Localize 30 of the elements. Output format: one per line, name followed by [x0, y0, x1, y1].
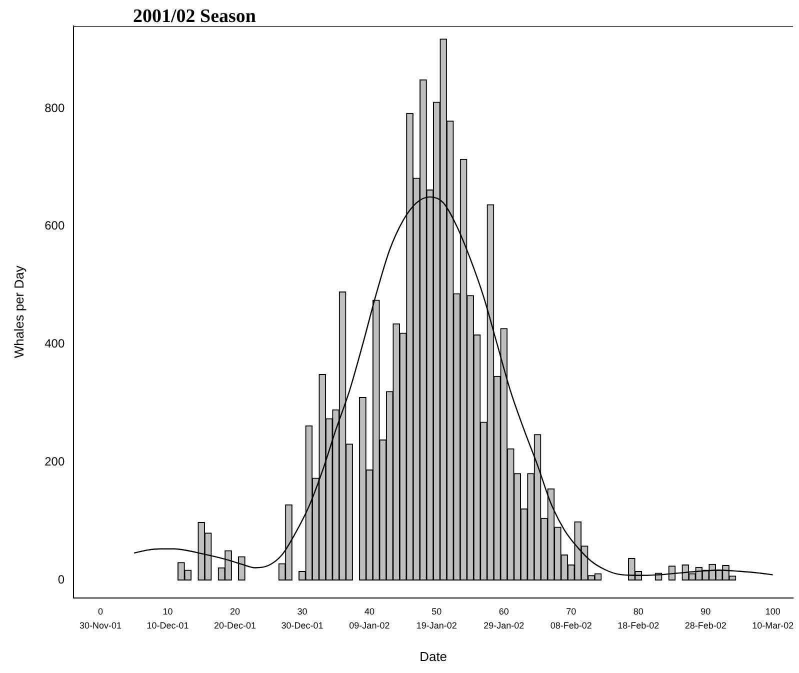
x-tick-label: 0 [98, 606, 104, 617]
x-tick-label: 40 [364, 606, 374, 617]
x2-tick-label: 29-Jan-02 [484, 620, 524, 630]
x-tick-label: 20 [230, 606, 240, 617]
x-tick-label: 10 [162, 606, 173, 617]
chart-title: 2001/02 Season [133, 6, 256, 28]
x2-tick-label: 20-Dec-01 [214, 620, 256, 630]
x2-tick-label: 30-Nov-01 [80, 620, 122, 630]
x2-tick-label: 28-Feb-02 [684, 620, 726, 630]
x-tick-label: 90 [700, 606, 711, 617]
x2-tick-label: 10-Mar-02 [752, 620, 794, 630]
x-tick-label: 100 [765, 606, 780, 617]
x-tick-label: 80 [633, 606, 644, 617]
x2-tick-label: 30-Dec-01 [281, 620, 324, 630]
y-tick-label: 0 [58, 572, 65, 586]
y-tick-label: 400 [44, 336, 65, 351]
x-tick-label: 50 [432, 606, 442, 617]
y-tick-label: 200 [44, 454, 65, 469]
x2-tick-label: 18-Feb-02 [618, 620, 660, 630]
x-axis-title: Date [420, 648, 448, 664]
x-tick-label: 30 [297, 606, 308, 617]
x-tick-label: 70 [566, 606, 576, 617]
x2-tick-label: 09-Jan-02 [349, 620, 390, 630]
x-tick-label: 60 [498, 606, 509, 617]
y-tick-label: 800 [44, 100, 65, 115]
x2-tick-label: 10-Dec-01 [146, 620, 189, 630]
x2-tick-label: 08-Feb-02 [550, 620, 592, 630]
x2-tick-label: 19-Jan-02 [416, 620, 457, 630]
y-tick-label: 600 [44, 218, 65, 233]
y-axis-title: Whales per Day [11, 265, 26, 358]
